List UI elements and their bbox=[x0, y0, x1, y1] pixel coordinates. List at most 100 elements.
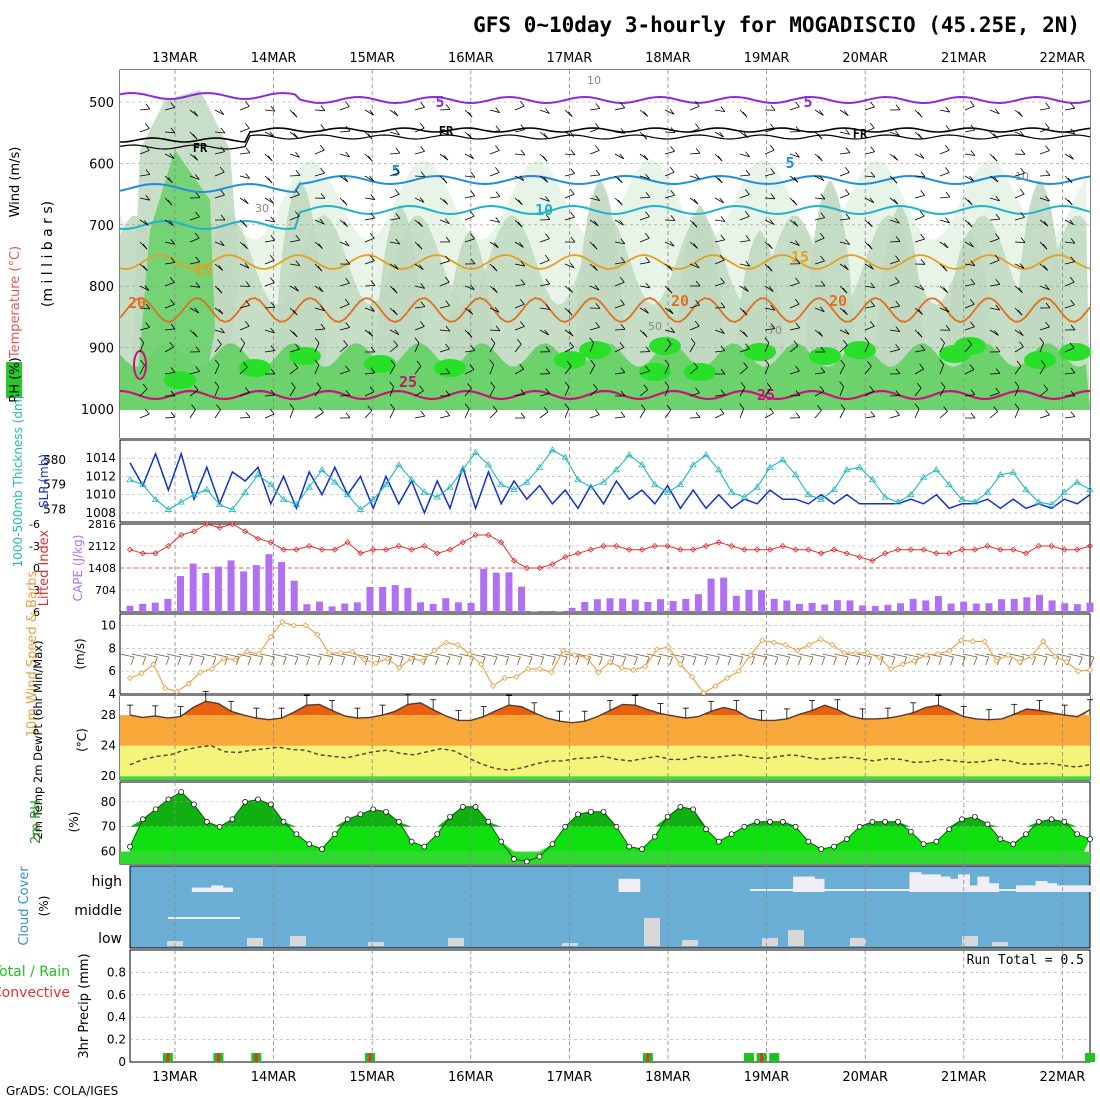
wind-barb-feather bbox=[545, 346, 551, 352]
date-label-bottom: 13MAR bbox=[152, 1070, 198, 1085]
wind-barb bbox=[1014, 365, 1022, 375]
wind-barb-feather bbox=[818, 155, 823, 162]
wind-barb-feather bbox=[145, 303, 151, 310]
surface-wind-barb-feather bbox=[540, 656, 545, 666]
rh-blob bbox=[364, 355, 396, 373]
surface-wind-barb bbox=[670, 653, 685, 658]
rh-marker bbox=[587, 808, 594, 815]
wind-barb bbox=[539, 109, 550, 114]
rh-line bbox=[129, 791, 1091, 863]
wind-barb bbox=[139, 307, 150, 310]
thickness-marker bbox=[1035, 498, 1043, 505]
temp-label-group: 2m Temp 2m DewPt (6hr Min/Max) bbox=[31, 640, 45, 839]
wind-barb-feather bbox=[939, 359, 944, 365]
surface-wind-barb-feather bbox=[563, 656, 568, 666]
surface-wind-barb-feather bbox=[739, 656, 744, 666]
wind-barb bbox=[989, 307, 1000, 311]
wind-barb-feather bbox=[492, 265, 498, 272]
rh-marker bbox=[203, 818, 210, 825]
wind-barb-feather bbox=[666, 338, 672, 345]
wind-barb-feather bbox=[545, 196, 550, 202]
wind-barb-feather bbox=[619, 219, 624, 226]
wind-barb-feather bbox=[820, 346, 826, 353]
wind-barb-feather bbox=[940, 337, 945, 344]
wind-barb bbox=[389, 109, 399, 117]
wind-barb bbox=[1064, 241, 1075, 244]
surface-wind-barb-feather bbox=[341, 656, 346, 666]
wind-barb-feather bbox=[370, 255, 375, 261]
wind-barb bbox=[839, 344, 848, 353]
wind-barb bbox=[214, 344, 222, 353]
wind-barb bbox=[639, 237, 650, 243]
precip-convective-bar bbox=[368, 1053, 372, 1062]
lifted-index-marker bbox=[498, 539, 505, 546]
wind-barb-feather bbox=[1044, 284, 1050, 290]
wind-barb-feather bbox=[517, 221, 523, 228]
cloud-high-bar bbox=[802, 876, 815, 892]
cloud-label-group: Cloud Cover bbox=[17, 866, 32, 946]
lifted-index-marker bbox=[242, 528, 249, 535]
surface-wind-barb bbox=[962, 653, 978, 658]
wind-barb-feather bbox=[942, 265, 948, 272]
contour-label: 20 bbox=[128, 294, 146, 312]
temperature-contour bbox=[119, 127, 1091, 143]
cape-bar bbox=[429, 603, 437, 612]
cloud-high-bar bbox=[1016, 885, 1029, 892]
wind-barb-feather bbox=[420, 146, 425, 152]
wind-barb-feather bbox=[420, 101, 425, 108]
lifted-index-marker bbox=[946, 550, 953, 557]
wind-barb-feather bbox=[368, 330, 374, 337]
wind-barb-feather bbox=[895, 368, 901, 374]
thickness-marker bbox=[663, 488, 672, 495]
lifted-index-marker bbox=[830, 546, 838, 553]
wind-barb bbox=[414, 285, 425, 289]
lifted-index-marker bbox=[1061, 546, 1068, 553]
wind-barb-feather bbox=[670, 146, 675, 152]
wind-barb bbox=[264, 197, 274, 204]
cape-bar bbox=[1048, 600, 1056, 612]
wind-barb bbox=[564, 193, 575, 199]
surface-wind-barb bbox=[272, 653, 287, 658]
wind-barb-feather bbox=[795, 258, 801, 264]
precip-convective-label: Convective bbox=[0, 985, 70, 1001]
wind-barb-feather bbox=[169, 277, 175, 283]
lifted-index-marker bbox=[370, 546, 377, 553]
wind-barb-feather bbox=[670, 127, 676, 133]
precip-axis-label-group: 3hr Precip (mm) bbox=[77, 953, 92, 1058]
wind-barb-feather bbox=[720, 216, 726, 222]
rh-contour-label: 70 bbox=[768, 324, 782, 337]
wind-barb-feather bbox=[664, 381, 670, 388]
lifted-index-marker bbox=[357, 550, 364, 557]
wind-barb-feather bbox=[143, 265, 148, 272]
cape-bar bbox=[303, 604, 311, 612]
cloud-high-bar bbox=[220, 887, 233, 892]
wind-barb-feather bbox=[394, 329, 400, 335]
wind-speed-marker bbox=[735, 668, 742, 675]
surface-wind-barb bbox=[1068, 653, 1083, 658]
wind-barb-feather bbox=[469, 364, 475, 370]
rh-marker bbox=[319, 846, 325, 852]
wind-barb-feather bbox=[417, 243, 423, 250]
wind-barb bbox=[864, 151, 875, 155]
wind-barb-feather bbox=[869, 122, 875, 129]
wind-barb bbox=[189, 389, 199, 397]
date-label-bottom: 17MAR bbox=[547, 1070, 593, 1085]
wind-barb-feather bbox=[645, 211, 650, 217]
wind-barb bbox=[889, 329, 900, 333]
wind-barb-feather bbox=[470, 258, 476, 265]
wind-speed-marker bbox=[571, 652, 578, 659]
rh-marker bbox=[575, 811, 581, 818]
wind-barb-feather bbox=[843, 309, 848, 315]
wind-barb-feather bbox=[567, 309, 573, 316]
wind-barb-feather bbox=[590, 360, 596, 366]
temperature-contour bbox=[119, 174, 1091, 194]
wind-barb bbox=[864, 175, 875, 178]
slp-tick: 1010 bbox=[85, 488, 116, 502]
pressure-tick: 800 bbox=[89, 280, 114, 295]
wind-barb-feather bbox=[767, 265, 773, 272]
cape-bar bbox=[682, 598, 690, 612]
thickness-marker bbox=[625, 451, 633, 458]
surface-wind-barb bbox=[646, 653, 661, 658]
